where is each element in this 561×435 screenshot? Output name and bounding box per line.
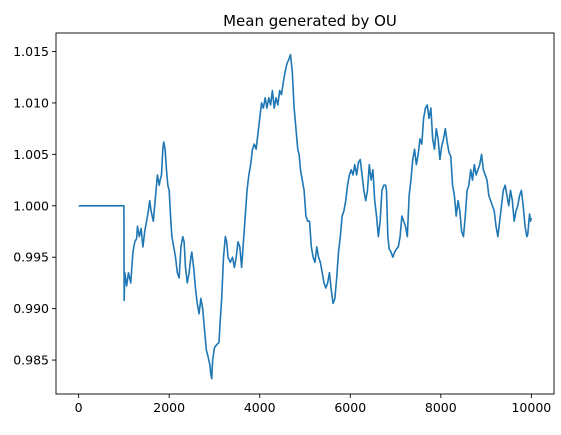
y-tick-label: 0.995	[13, 250, 49, 265]
x-tick-label: 0	[75, 400, 83, 415]
plot-area	[78, 53, 533, 380]
plot-frame	[55, 32, 555, 395]
x-tick-label: 6000	[334, 400, 366, 415]
axes: 0 2000 4000 6000 8000 10000 0.985 0.990 0.995 1.0…	[13, 32, 555, 415]
chart-title: Mean generated by OU	[223, 12, 397, 30]
x-tick-label: 2000	[153, 400, 185, 415]
y-tick-label: 1.015	[13, 44, 49, 59]
y-tick-label: 1.010	[13, 95, 49, 110]
x-tick-label: 4000	[244, 400, 276, 415]
y-tick-label: 1.005	[13, 147, 49, 162]
x-tick-label: 10000	[511, 400, 551, 415]
y-tick-label: 0.985	[13, 353, 49, 368]
x-tick-label: 8000	[425, 400, 457, 415]
y-tick-label: 0.990	[13, 301, 49, 316]
series-line-0	[78, 53, 533, 380]
y-tick-label: 1.000	[13, 198, 49, 213]
